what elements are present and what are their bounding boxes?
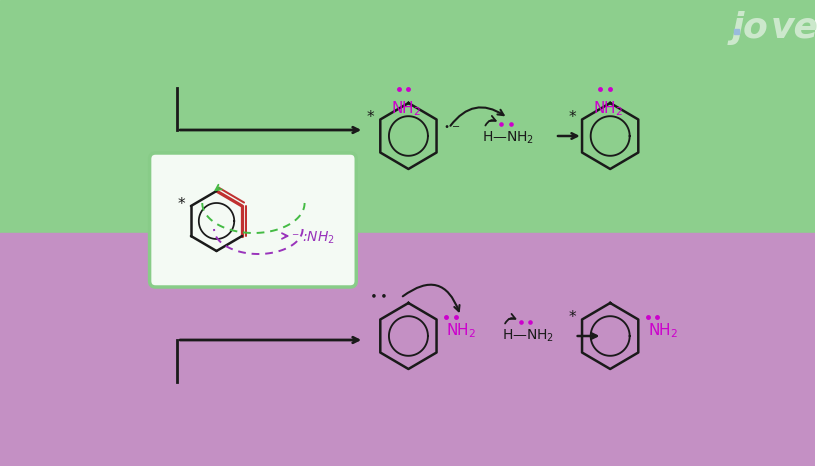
Text: $^-$: $^-$	[289, 232, 300, 245]
Text: NH$_2$: NH$_2$	[391, 99, 421, 118]
Text: *: *	[567, 310, 575, 325]
Bar	[0, 0, 814, 233]
Text: *: *	[177, 197, 184, 212]
Text: :NH$_2$: :NH$_2$	[302, 230, 335, 246]
Text: H—NH$_2$: H—NH$_2$	[481, 130, 533, 146]
Text: ve: ve	[770, 11, 818, 45]
Text: j: j	[731, 11, 743, 45]
Text: *: *	[366, 110, 374, 125]
Text: H—NH$_2$: H—NH$_2$	[501, 328, 553, 344]
Text: NH$_2$: NH$_2$	[592, 99, 623, 118]
Text: NH$_2$: NH$_2$	[647, 322, 677, 340]
Text: NH$_2$: NH$_2$	[445, 322, 476, 340]
Text: $\bullet\bullet$: $\bullet\bullet$	[369, 288, 386, 301]
Text: o: o	[742, 11, 767, 45]
FancyBboxPatch shape	[150, 153, 356, 287]
Bar	[0, 233, 814, 466]
Text: *: *	[567, 110, 575, 125]
Bar	[734, 29, 739, 34]
Text: $^{\bullet -}$: $^{\bullet -}$	[442, 124, 460, 138]
